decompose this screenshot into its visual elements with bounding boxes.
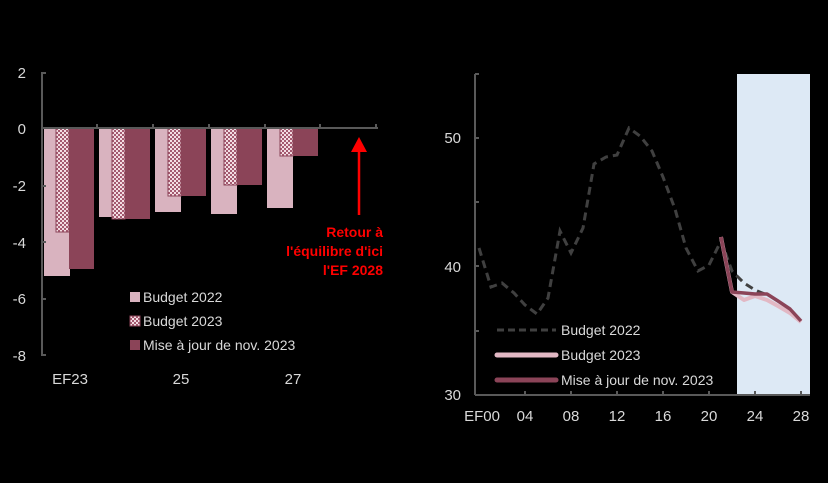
x-tick-label: 12 — [609, 408, 626, 425]
bar-group-24 — [99, 127, 150, 220]
y-tick-label: 2 — [18, 65, 26, 82]
legend-label: Mise à jour de nov. 2023 — [561, 372, 713, 388]
bar-budget-2023 — [223, 127, 238, 186]
y-tick-label: -6 — [13, 291, 26, 308]
x-axis-ticks — [96, 124, 377, 128]
y-tick-label: -4 — [13, 235, 26, 252]
legend-label: Mise à jour de nov. 2023 — [143, 337, 295, 353]
y-tick-label: 50 — [444, 130, 461, 147]
legend-swatch-budget-2022 — [130, 292, 140, 302]
line-budget-2022 — [477, 125, 768, 317]
bar-update-nov-2023 — [125, 128, 150, 219]
line-update-nov-2023 — [719, 236, 803, 323]
x-axis-ticks — [524, 391, 802, 395]
bar-group-ef23 — [44, 127, 94, 276]
y-axis-ticks — [42, 72, 46, 356]
bar-update-nov-2023 — [181, 128, 206, 196]
bar-group-26 — [211, 127, 262, 214]
y-tick-label: -2 — [13, 178, 26, 195]
legend-label: Budget 2023 — [143, 313, 223, 329]
y-tick-label: 30 — [444, 387, 461, 404]
y-axis-ticks — [475, 73, 479, 332]
x-tick-label: EF23 — [52, 371, 88, 388]
bar-budget-2023 — [111, 127, 126, 220]
legend-swatch-budget-2023 — [129, 315, 141, 327]
x-tick-label: 24 — [747, 408, 764, 425]
x-tick-label: 25 — [173, 371, 190, 388]
bar-legend: Budget 2022 Budget 2023 Mise à jour de n… — [129, 289, 295, 353]
x-tick-label: 27 — [285, 371, 302, 388]
line-legend: Budget 2022 Budget 2023 Mise à jour de n… — [494, 322, 713, 388]
projection-shading — [737, 74, 810, 394]
x-tick-label: 16 — [655, 408, 672, 425]
bar-update-nov-2023 — [69, 128, 94, 269]
bar-group-27 — [267, 127, 318, 208]
bar-budget-2023 — [279, 127, 294, 157]
legend-swatch-update-nov-2023 — [130, 340, 140, 350]
x-tick-label: 04 — [517, 408, 534, 425]
legend-label: Budget 2022 — [143, 289, 223, 305]
bar-update-nov-2023 — [237, 128, 262, 185]
y-tick-label: -8 — [13, 348, 26, 365]
x-tick-label: 28 — [793, 408, 810, 425]
x-tick-label: 20 — [701, 408, 718, 425]
balance-annotation: Retour à l'équilibre d'ici l'EF 2028 — [286, 137, 383, 278]
legend-label: Budget 2022 — [561, 322, 641, 338]
line-chart: 50 40 30 EF00 04 08 12 16 20 24 28 Budge… — [444, 73, 810, 425]
bar-budget-2023 — [55, 127, 70, 233]
arrow-up-icon — [351, 137, 367, 152]
x-tick-label: 08 — [563, 408, 580, 425]
legend-label: Budget 2023 — [561, 347, 641, 363]
bar-group-25 — [155, 127, 206, 212]
y-tick-label: 0 — [18, 121, 26, 138]
annotation-line: l'équilibre d'ici — [286, 243, 383, 259]
bar-budget-2023 — [167, 127, 182, 197]
bar-update-nov-2023 — [293, 128, 318, 156]
annotation-line: Retour à — [326, 224, 383, 240]
x-tick-label: EF00 — [464, 408, 500, 425]
bar-chart: 2 0 -2 -4 -6 -8 EF23 25 27 Budget 2022 B… — [13, 65, 384, 388]
annotation-line: l'EF 2028 — [323, 262, 383, 278]
y-tick-label: 40 — [444, 259, 461, 276]
